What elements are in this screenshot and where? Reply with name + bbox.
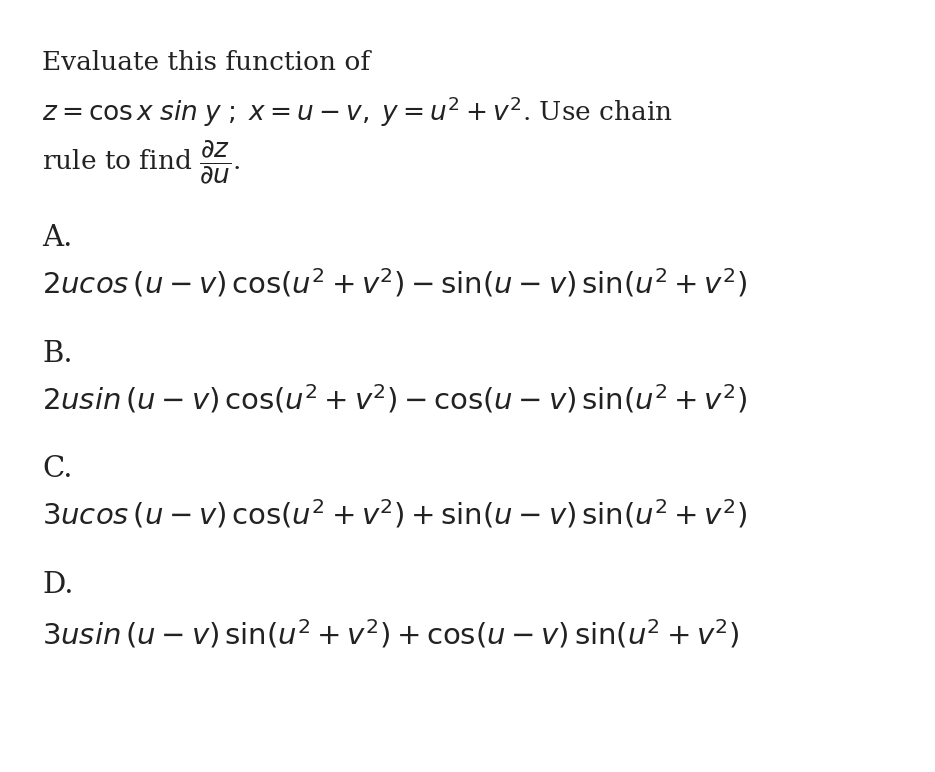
Text: B.: B. (42, 340, 73, 367)
Text: C.: C. (42, 455, 73, 483)
Text: Evaluate this function of: Evaluate this function of (42, 50, 370, 75)
Text: $2u\mathit{cos}\,(u - v)\,\cos(u^2 + v^2) - \sin(u - v)\,\sin(u^2 + v^2)$: $2u\mathit{cos}\,(u - v)\,\cos(u^2 + v^2… (42, 266, 747, 300)
Text: D.: D. (42, 571, 74, 599)
Text: A.: A. (42, 224, 72, 252)
Text: $2u\mathit{sin}\,(u - v)\,\cos(u^2 + v^2) - \cos(u - v)\,\sin(u^2 + v^2)$: $2u\mathit{sin}\,(u - v)\,\cos(u^2 + v^2… (42, 382, 747, 415)
Text: $z = \cos x\;\mathit{sin}\;y\;;\;x = u - v,\;y = u^2 + v^2$. Use chain: $z = \cos x\;\mathit{sin}\;y\;;\;x = u -… (42, 94, 673, 129)
Text: rule to find $\dfrac{\partial z}{\partial u}$.: rule to find $\dfrac{\partial z}{\partia… (42, 139, 241, 187)
Text: $3u\mathit{cos}\,(u - v)\,\cos(u^2 + v^2) + \sin(u - v)\,\sin(u^2 + v^2)$: $3u\mathit{cos}\,(u - v)\,\cos(u^2 + v^2… (42, 498, 747, 531)
Text: $3u\mathit{sin}\,(u - v)\,\sin(u^2 + v^2) + \cos(u - v)\,\sin(u^2 + v^2)$: $3u\mathit{sin}\,(u - v)\,\sin(u^2 + v^2… (42, 618, 740, 651)
